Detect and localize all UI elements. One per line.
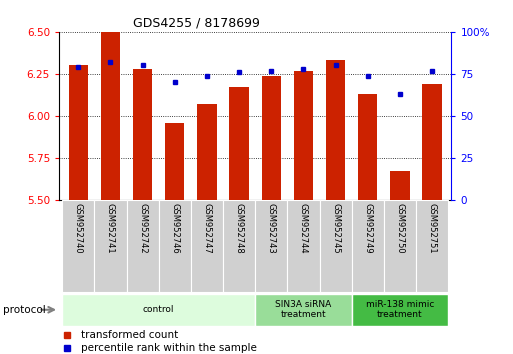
- Bar: [94, 200, 127, 292]
- Bar: [262, 75, 281, 200]
- Bar: [384, 200, 416, 292]
- Text: GSM952747: GSM952747: [203, 203, 211, 253]
- Text: GSM952749: GSM952749: [363, 203, 372, 253]
- Bar: [159, 200, 191, 292]
- Bar: [229, 87, 249, 200]
- Bar: [352, 294, 448, 326]
- Text: GSM952742: GSM952742: [138, 203, 147, 253]
- Text: GSM952743: GSM952743: [267, 203, 276, 253]
- Title: GDS4255 / 8178699: GDS4255 / 8178699: [133, 16, 260, 29]
- Bar: [423, 84, 442, 200]
- Text: control: control: [143, 305, 174, 314]
- Bar: [127, 200, 159, 292]
- Text: GSM952744: GSM952744: [299, 203, 308, 253]
- Bar: [287, 200, 320, 292]
- Bar: [352, 200, 384, 292]
- Bar: [133, 69, 152, 200]
- Bar: [416, 200, 448, 292]
- Text: GSM952751: GSM952751: [428, 203, 437, 253]
- Bar: [62, 200, 94, 292]
- Bar: [320, 200, 352, 292]
- Bar: [101, 32, 120, 200]
- Text: miR-138 mimic
treatment: miR-138 mimic treatment: [366, 300, 434, 319]
- Bar: [62, 294, 255, 326]
- Bar: [390, 171, 409, 200]
- Text: transformed count: transformed count: [81, 330, 178, 340]
- Bar: [198, 104, 216, 200]
- Bar: [255, 294, 352, 326]
- Text: percentile rank within the sample: percentile rank within the sample: [81, 343, 256, 353]
- Bar: [191, 200, 223, 292]
- Text: GSM952750: GSM952750: [396, 203, 404, 253]
- Bar: [69, 65, 88, 200]
- Bar: [255, 200, 287, 292]
- Bar: [223, 200, 255, 292]
- Text: GSM952746: GSM952746: [170, 203, 180, 253]
- Text: GSM952741: GSM952741: [106, 203, 115, 253]
- Text: GSM952745: GSM952745: [331, 203, 340, 253]
- Bar: [165, 123, 185, 200]
- Text: SIN3A siRNA
treatment: SIN3A siRNA treatment: [275, 300, 331, 319]
- Text: protocol: protocol: [3, 305, 45, 315]
- Bar: [326, 61, 345, 200]
- Bar: [294, 70, 313, 200]
- Text: GSM952748: GSM952748: [234, 203, 244, 253]
- Text: GSM952740: GSM952740: [74, 203, 83, 253]
- Bar: [358, 94, 378, 200]
